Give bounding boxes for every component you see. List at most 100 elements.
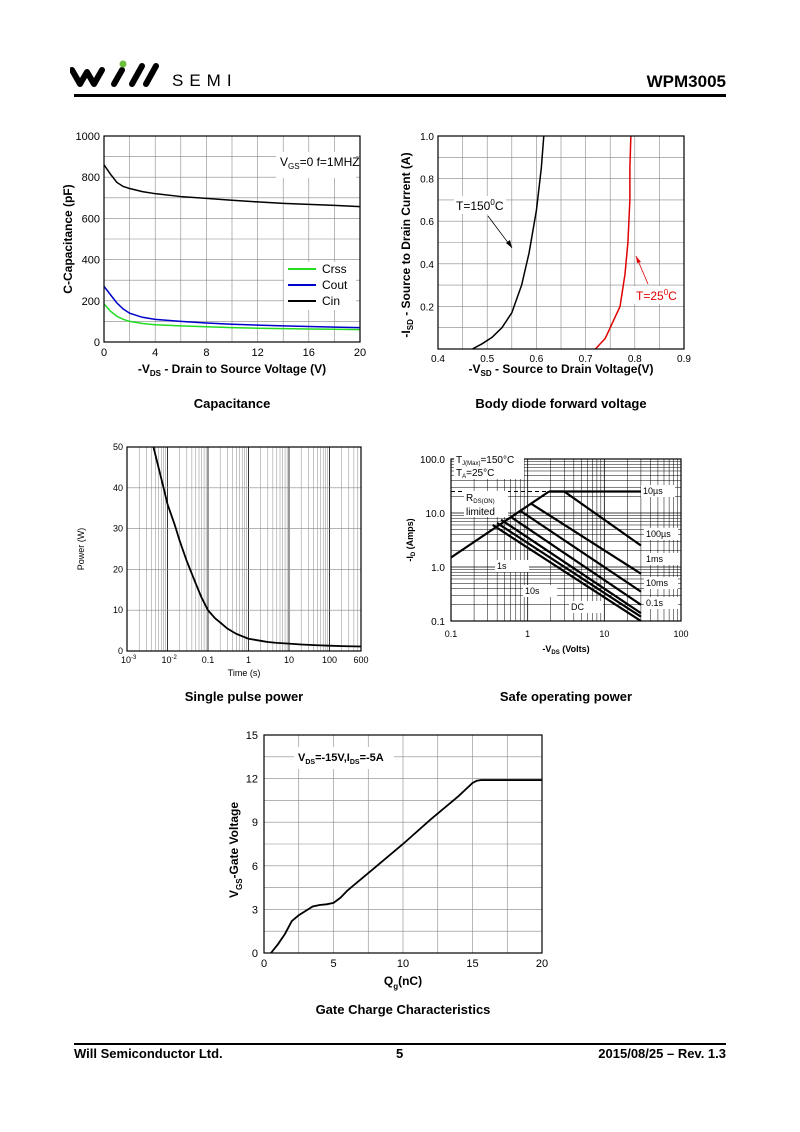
soa-label-bg [644, 577, 678, 589]
gate-charge-ticks: 0 5 10 15 20 0 3 6 9 12 15 [246, 730, 548, 970]
soa-ta-note: TA=25°C [456, 468, 494, 480]
soa-xlabel: -VDS (Volts) [542, 644, 589, 656]
logo-i-mark [111, 67, 125, 87]
body-diode-caption: Body diode forward voltage [475, 396, 647, 411]
body-diode-frame [437, 135, 685, 350]
capacitance-caption: Capacitance [193, 396, 271, 411]
x-tick-label: 20 [354, 347, 366, 359]
legend-cin-label: Cin [322, 294, 340, 308]
y-tick-label: 10 [113, 605, 123, 615]
x-tick-label: 10 [397, 958, 409, 970]
x-tick-exponent: -3 [131, 655, 137, 661]
y-tick-label: 1.0 [420, 132, 434, 143]
x-tick-label: 0.7 [579, 354, 593, 365]
x-tick-label: 10 [599, 629, 609, 639]
x-tick-label: 15 [466, 958, 478, 970]
x-tick-label: 600 [353, 655, 368, 665]
x-tick-label: 0 [101, 347, 107, 359]
soa-curve-label: 1ms [646, 554, 664, 564]
y-tick-label: 40 [113, 483, 123, 493]
soa-caption: Safe operating power [499, 689, 633, 704]
soa-curve-label: 0.1s [646, 598, 664, 608]
single-pulse-xlabel: Time (s) [228, 668, 261, 678]
x-tick-label: 0 [261, 958, 267, 970]
y-tick-label: 30 [113, 524, 123, 534]
y-tick-label: 0 [252, 948, 258, 960]
y-tick-label: 20 [113, 564, 123, 574]
logo-dot [119, 60, 127, 68]
x-tick-label: 0.4 [431, 354, 445, 365]
soa-ylabel: -ID (Amps) [405, 518, 417, 561]
series-line-t25 [594, 135, 632, 350]
x-tick-exponent: -2 [172, 655, 178, 661]
capacitance-frame [103, 135, 361, 343]
single-pulse-ylabel: Power (W) [76, 528, 86, 571]
gate-charge-grid [264, 735, 542, 953]
capacitance-annotation-bg [276, 152, 356, 178]
soa-label-bg [644, 553, 678, 565]
t25-label-bg [634, 286, 680, 304]
gate-charge-line [270, 779, 542, 954]
single-pulse-grid [127, 447, 361, 651]
y-tick-label: 6 [252, 861, 258, 873]
soa-curve-label: 10µs [643, 486, 663, 496]
footer-company: Will Semiconductor Ltd. [74, 1046, 223, 1061]
series-line-t150 [472, 135, 545, 350]
y-tick-label: 1.0 [431, 563, 445, 574]
gate-charge-lines [270, 779, 542, 954]
capacitance-ylabel: C-Capacitance (pF) [61, 184, 75, 293]
soa-ticks: 0.1 1 10 100 0.1 1.0 10.0 100.0 [420, 455, 689, 639]
soa-line-2 [549, 490, 642, 547]
soa-label-bg [644, 528, 678, 540]
t25-arrowhead [636, 256, 641, 263]
x-tick-label: 10-2 [161, 655, 177, 665]
capacitance-legend: Crss Cout Cin [284, 262, 356, 310]
x-tick-label: 0.6 [529, 354, 543, 365]
y-tick-label: 15 [246, 730, 258, 742]
x-tick-label: 100 [673, 629, 688, 639]
series-line-cout [103, 285, 361, 329]
logo-l1-mark [129, 63, 145, 87]
capacitance-xlabel: -VDS - Drain to Source Voltage (V) [138, 362, 326, 378]
y-tick-label: 12 [246, 774, 258, 786]
soa-line-8 [492, 524, 642, 622]
gate-charge-caption: Gate Charge Characteristics [315, 1002, 491, 1017]
x-tick-label: 1 [246, 655, 251, 665]
x-tick-base: 10 [121, 655, 131, 665]
logo-w-mark [69, 67, 105, 87]
soa-label-bg [523, 585, 557, 597]
x-tick-label: 12 [251, 347, 263, 359]
x-tick-label: 8 [203, 347, 209, 359]
soa-label-bg [569, 601, 603, 613]
soa-notes-bg [454, 451, 524, 479]
body-diode-xlabel: -VSD - Source to Drain Voltage(V) [469, 362, 654, 378]
soa-curve-label: 10s [525, 586, 540, 596]
will-semi-logo: SEMI [69, 60, 260, 95]
single-pulse-caption: Single pulse power [184, 689, 304, 704]
soa-line-5 [510, 515, 642, 606]
logo-l2-mark [143, 63, 159, 87]
gate-charge-xlabel: Qg(nC) [384, 974, 422, 991]
body-diode-ticks: 0.4 0.5 0.6 0.7 0.8 0.9 0.2 0.4 0.6 0.8 1.0 [420, 132, 691, 365]
soa-curve-label: DC [571, 602, 584, 612]
x-tick-base: 10 [161, 655, 171, 665]
x-tick-label: 5 [330, 958, 336, 970]
t150-label: T=1500C [456, 198, 504, 213]
soa-frame [450, 458, 682, 622]
x-tick-label: 100 [322, 655, 337, 665]
x-tick-label: 0.1 [445, 629, 458, 639]
soa-line-4 [519, 509, 642, 593]
footer-date-revision: 2015/08/25 – Rev. 1.3 [598, 1046, 726, 1061]
y-tick-label: 800 [82, 172, 100, 184]
y-tick-label: 0 [118, 646, 123, 656]
y-tick-label: 0.6 [420, 217, 434, 228]
soa-tj-note: TJ(Max)=150°C [456, 455, 514, 467]
header-rule [74, 94, 726, 97]
single-pulse-frame [126, 446, 362, 652]
y-tick-label: 50 [113, 442, 123, 452]
t150-arrowhead [506, 240, 512, 248]
series-line-cin [103, 164, 361, 208]
y-tick-label: 0.8 [420, 175, 434, 186]
